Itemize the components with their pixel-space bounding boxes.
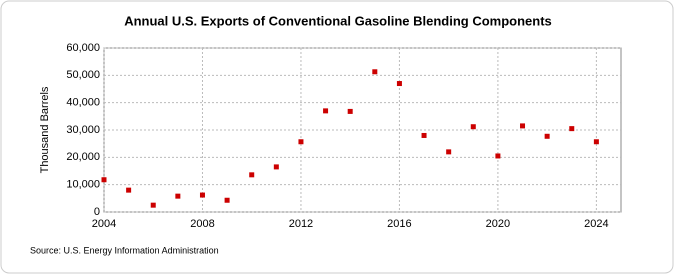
data-point	[569, 126, 575, 132]
x-tick-label: 2016	[387, 218, 411, 230]
y-tick-label: 0	[94, 206, 100, 218]
x-tick-label: 2020	[486, 218, 510, 230]
y-axis-label: Thousand Barrels	[39, 86, 51, 173]
x-tick-label: 2024	[584, 218, 608, 230]
data-point	[224, 197, 230, 203]
data-point	[446, 149, 452, 155]
data-point	[199, 192, 205, 198]
data-point	[470, 124, 476, 130]
data-point	[593, 139, 599, 145]
y-tick-label: 40,000	[66, 97, 100, 109]
y-tick-label: 50,000	[66, 69, 100, 81]
data-point	[150, 202, 156, 208]
x-tick-label: 2008	[190, 218, 214, 230]
x-tick-label: 2012	[289, 218, 313, 230]
data-point	[175, 193, 181, 199]
plot-area	[103, 47, 622, 213]
y-tick-label: 30,000	[66, 124, 100, 136]
data-point	[347, 108, 353, 114]
data-point	[372, 69, 378, 75]
data-point	[520, 123, 526, 129]
data-point	[298, 139, 304, 145]
data-point	[495, 153, 501, 159]
x-tick-label: 2004	[92, 218, 116, 230]
chart-title: Annual U.S. Exports of Conventional Gaso…	[124, 13, 552, 28]
y-tick-label: 10,000	[66, 179, 100, 191]
data-point	[249, 172, 255, 178]
data-point	[396, 81, 402, 87]
source-note: Source: U.S. Energy Information Administ…	[30, 245, 219, 255]
data-point	[273, 164, 279, 170]
data-point	[421, 132, 427, 138]
y-tick-label: 20,000	[66, 151, 100, 163]
y-tick-label: 60,000	[66, 42, 100, 54]
data-point	[126, 187, 132, 193]
data-point	[544, 133, 550, 139]
data-point	[323, 108, 329, 114]
data-point	[101, 177, 107, 183]
